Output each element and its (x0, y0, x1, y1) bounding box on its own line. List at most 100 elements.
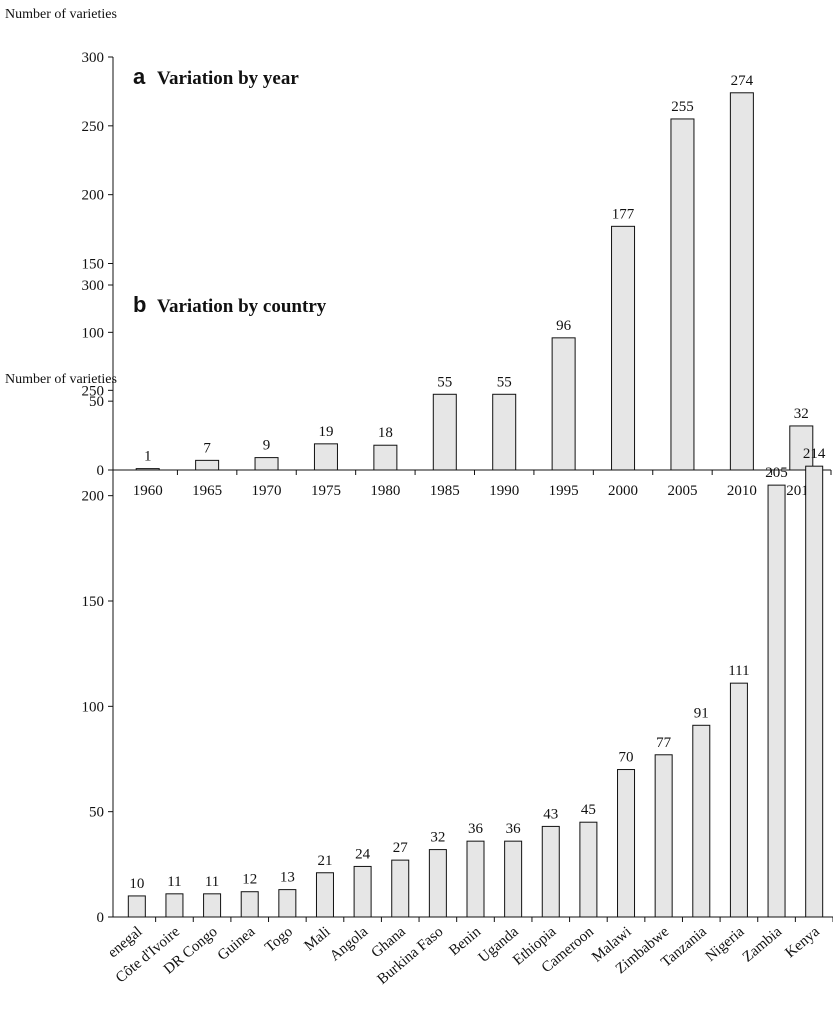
x-tick-label: Togo (262, 924, 296, 956)
bar (579, 821, 598, 918)
bar (466, 840, 485, 918)
bar (240, 891, 259, 918)
x-tick-label: Burkina Faso (375, 924, 447, 988)
bar (767, 484, 786, 918)
bar (373, 444, 398, 471)
y-tick-label: 100 (82, 325, 105, 341)
value-label: 36 (468, 821, 484, 837)
y-tick-label: 300 (82, 278, 105, 294)
y-tick-label: 50 (89, 394, 104, 410)
value-label: 12 (242, 872, 257, 888)
value-label: 21 (317, 853, 332, 869)
value-label: 32 (430, 830, 445, 846)
value-label: 11 (167, 874, 181, 890)
x-tick-label: 1990 (489, 483, 519, 499)
bar (254, 457, 279, 471)
chart-title: Variation by year (157, 68, 299, 89)
y-tick-label: 250 (82, 119, 105, 135)
value-label: 96 (556, 318, 572, 334)
value-label: 18 (378, 425, 393, 441)
bar (278, 889, 297, 918)
y-tick-label: 150 (82, 257, 105, 273)
value-label: 77 (656, 735, 672, 751)
panel-letter: a (133, 64, 146, 89)
value-label: 36 (506, 821, 522, 837)
bar (541, 825, 560, 918)
y-tick-label: 50 (89, 805, 104, 821)
bar (315, 872, 334, 918)
bar (654, 754, 673, 918)
bar (551, 337, 576, 471)
x-tick-label: Kenya (782, 924, 823, 962)
y-tick-label: 0 (97, 463, 105, 479)
value-label: 55 (437, 374, 452, 390)
y-axis-label: Number of varieties (5, 7, 117, 22)
value-label: 9 (263, 438, 271, 454)
value-label: 214 (803, 446, 826, 462)
value-label: 91 (694, 705, 709, 721)
value-label: 27 (393, 840, 409, 856)
value-label: 7 (203, 440, 211, 456)
y-tick-label: 300 (82, 50, 105, 66)
y-tick-label: 150 (82, 594, 105, 610)
bar (670, 118, 695, 471)
x-tick-label: 1975 (311, 483, 341, 499)
x-tick-label: Zambia (740, 924, 786, 966)
bar (195, 459, 220, 471)
x-tick-label: Guinea (215, 924, 259, 964)
value-label: 43 (543, 806, 558, 822)
value-label: 205 (765, 465, 788, 481)
y-tick-label: 200 (82, 489, 105, 505)
x-tick-label: 2000 (608, 483, 638, 499)
chart-title: Variation by country (157, 296, 327, 317)
bar (127, 895, 146, 918)
bar (428, 849, 447, 918)
x-tick-label: 2005 (667, 483, 697, 499)
value-label: 19 (318, 424, 333, 440)
x-tick-label: Nigeria (703, 924, 748, 965)
value-label: 24 (355, 846, 371, 862)
bar (391, 859, 410, 918)
bar (353, 865, 372, 918)
y-tick-label: 100 (82, 699, 105, 715)
value-label: 32 (794, 406, 809, 422)
bar (432, 393, 457, 471)
x-tick-label: 1970 (252, 483, 282, 499)
bar (203, 893, 222, 918)
value-label: 10 (129, 876, 144, 892)
value-label: 111 (728, 663, 749, 679)
bar (165, 893, 184, 918)
x-tick-label: 1980 (370, 483, 400, 499)
bar (729, 92, 754, 471)
value-label: 45 (581, 802, 596, 818)
bar (692, 724, 711, 918)
x-tick-label: 1985 (430, 483, 460, 499)
x-tick-label: 2010 (727, 483, 757, 499)
bar (611, 225, 636, 471)
value-label: 1 (144, 449, 152, 465)
bar (789, 425, 814, 471)
bar (313, 443, 338, 471)
bar (492, 393, 517, 471)
y-tick-label: 200 (82, 188, 105, 204)
bar (729, 682, 748, 918)
x-tick-label: 1965 (192, 483, 222, 499)
value-label: 177 (612, 206, 635, 222)
y-axis-label: Number of varieties (5, 372, 117, 387)
bar (805, 465, 824, 918)
x-tick-label: 1960 (133, 483, 163, 499)
value-label: 274 (731, 73, 754, 89)
value-label: 255 (671, 99, 694, 115)
x-tick-label: 1995 (549, 483, 579, 499)
y-tick-label: 0 (97, 910, 105, 926)
bar (135, 468, 160, 471)
value-label: 70 (619, 750, 634, 766)
value-label: 55 (497, 374, 512, 390)
y-tick-label: 250 (82, 383, 105, 399)
bar (617, 769, 636, 918)
x-tick-label: Angola (327, 924, 371, 965)
bar (504, 840, 523, 918)
value-label: 11 (205, 874, 219, 890)
value-label: 13 (280, 870, 295, 886)
